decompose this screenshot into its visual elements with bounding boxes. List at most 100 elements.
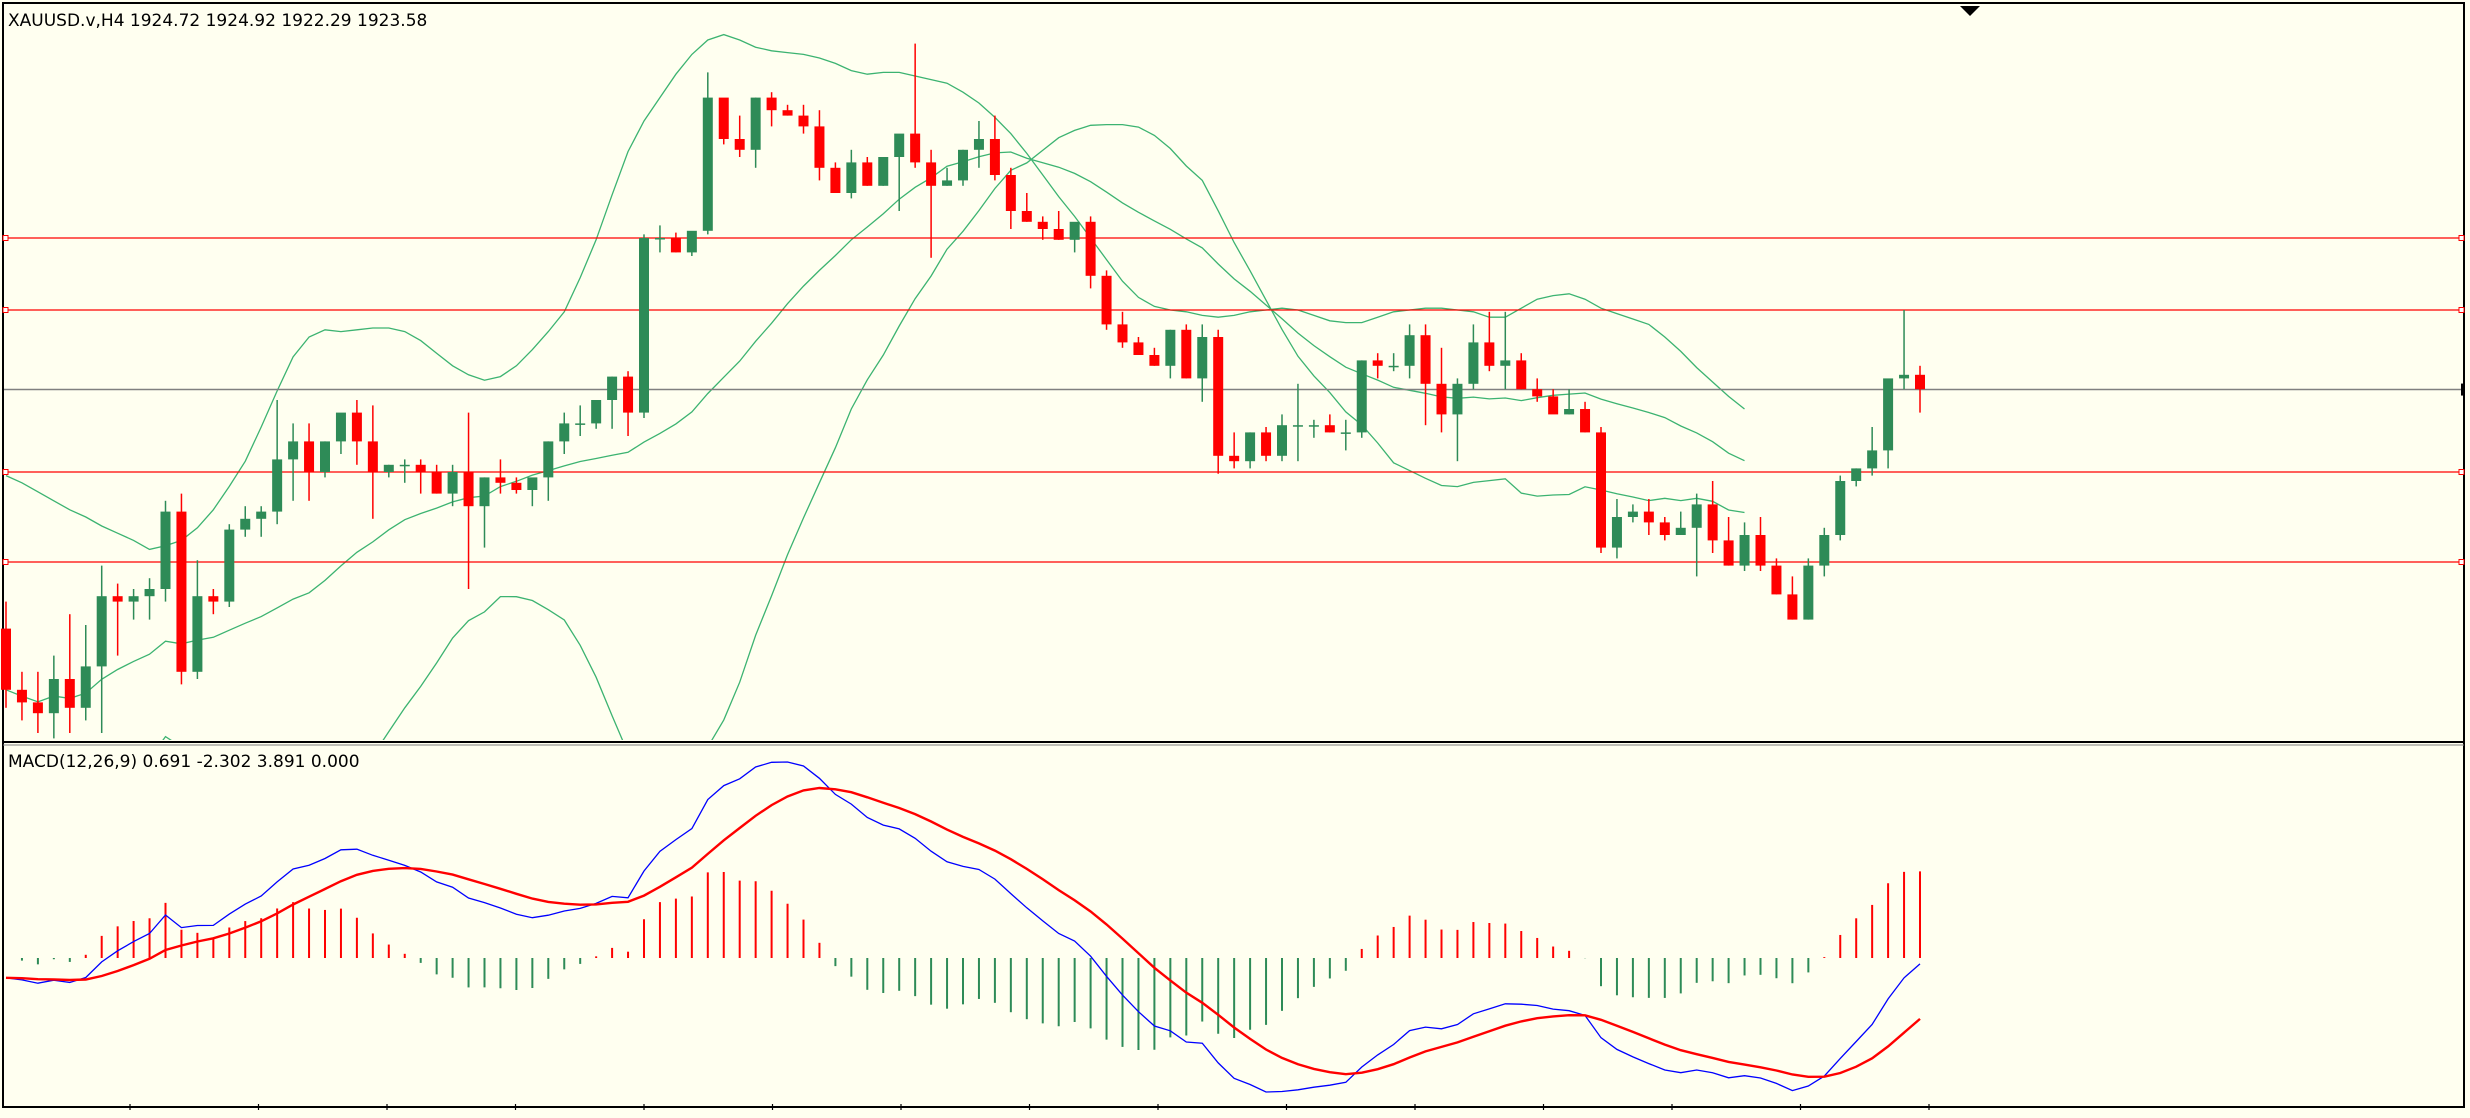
- candle-body: [16, 689, 27, 703]
- candle-body: [96, 596, 107, 667]
- level-handle-left: [2, 235, 9, 241]
- candle: [670, 232, 681, 253]
- candle-body: [1388, 365, 1399, 368]
- candle: [527, 477, 538, 507]
- candle-body: [782, 110, 793, 116]
- candle: [128, 589, 139, 620]
- candle-body: [1771, 565, 1782, 595]
- candle: [1468, 324, 1479, 390]
- candle-body: [670, 238, 681, 253]
- time-axis: [129, 1104, 1930, 1110]
- candle: [415, 459, 426, 494]
- candle-body: [1213, 337, 1224, 456]
- candle: [1452, 378, 1463, 462]
- candle-body: [1643, 511, 1654, 523]
- candle-body: [1292, 425, 1303, 427]
- candle-body: [846, 162, 857, 193]
- candle: [1851, 468, 1862, 487]
- level-handle-left: [2, 469, 9, 475]
- candle: [1133, 337, 1144, 355]
- candle-body: [1627, 511, 1638, 517]
- candle: [224, 524, 235, 607]
- candle-body: [1787, 594, 1798, 620]
- candle-body: [304, 441, 315, 472]
- candle: [926, 149, 937, 258]
- candle: [80, 625, 91, 721]
- candle: [591, 400, 602, 429]
- shift-marker-icon[interactable]: [1960, 6, 1980, 16]
- candles: [1, 43, 1925, 739]
- candle: [702, 72, 713, 235]
- candle-body: [1883, 378, 1894, 451]
- candle-body: [463, 472, 474, 507]
- candle: [1277, 414, 1287, 462]
- candle: [1596, 427, 1606, 553]
- candle: [1149, 347, 1160, 366]
- candle-body: [1819, 535, 1830, 566]
- candle-body: [702, 97, 713, 231]
- candle: [1787, 576, 1798, 620]
- candle: [256, 506, 267, 537]
- candle: [686, 230, 697, 256]
- candle-body: [958, 149, 968, 181]
- candle: [208, 589, 219, 615]
- candle: [351, 400, 362, 465]
- candle-body: [814, 126, 825, 168]
- candle-body: [1037, 221, 1048, 229]
- candle-body: [734, 139, 745, 150]
- candle: [1580, 401, 1591, 433]
- candle: [304, 423, 315, 501]
- macd-signal-line: [5, 786, 1921, 1079]
- candle: [878, 157, 889, 186]
- macd-title: MACD(12,26,9) 0.691 -2.302 3.891 0.000: [8, 752, 360, 772]
- level-handle-right: [2458, 559, 2465, 565]
- candle: [160, 500, 171, 602]
- candle: [1707, 481, 1718, 553]
- macd-main-line: [5, 761, 1921, 1093]
- candle: [1229, 432, 1240, 469]
- candle-body: [591, 400, 602, 424]
- candle-body: [176, 511, 187, 672]
- candle: [1, 601, 11, 708]
- candle: [1532, 378, 1543, 402]
- candle-body: [64, 679, 75, 708]
- candle: [1356, 360, 1367, 438]
- candle: [1340, 419, 1351, 451]
- candle-body: [750, 97, 761, 150]
- candle: [399, 459, 410, 483]
- candle: [1101, 270, 1112, 330]
- candle: [1611, 499, 1622, 559]
- candle-body: [1723, 540, 1734, 566]
- candle-body: [1005, 175, 1016, 211]
- candle-body: [878, 157, 889, 186]
- candle-body: [989, 139, 1000, 175]
- candle-body: [431, 472, 442, 494]
- candle-body: [1707, 504, 1718, 541]
- candle: [511, 477, 522, 494]
- candle-body: [1611, 517, 1622, 548]
- candle: [1069, 221, 1080, 253]
- candle: [1819, 527, 1830, 577]
- candle-body: [320, 441, 330, 472]
- candle-body: [1, 628, 11, 690]
- candle-body: [1452, 383, 1463, 415]
- candle: [1883, 378, 1894, 469]
- candle-body: [543, 441, 554, 478]
- candle: [192, 560, 203, 679]
- candle: [1867, 427, 1878, 476]
- candle: [447, 464, 458, 507]
- candle: [176, 493, 187, 685]
- candle: [1372, 353, 1383, 379]
- candle-body: [112, 596, 123, 602]
- candle: [910, 43, 921, 168]
- candle-body: [1691, 504, 1702, 528]
- candle-body: [144, 589, 155, 597]
- candle: [782, 104, 793, 116]
- candle-body: [1468, 342, 1479, 384]
- candle: [1308, 419, 1319, 438]
- candle-body: [718, 97, 729, 139]
- candle-body: [1851, 468, 1862, 481]
- level-handle-left: [2, 559, 9, 565]
